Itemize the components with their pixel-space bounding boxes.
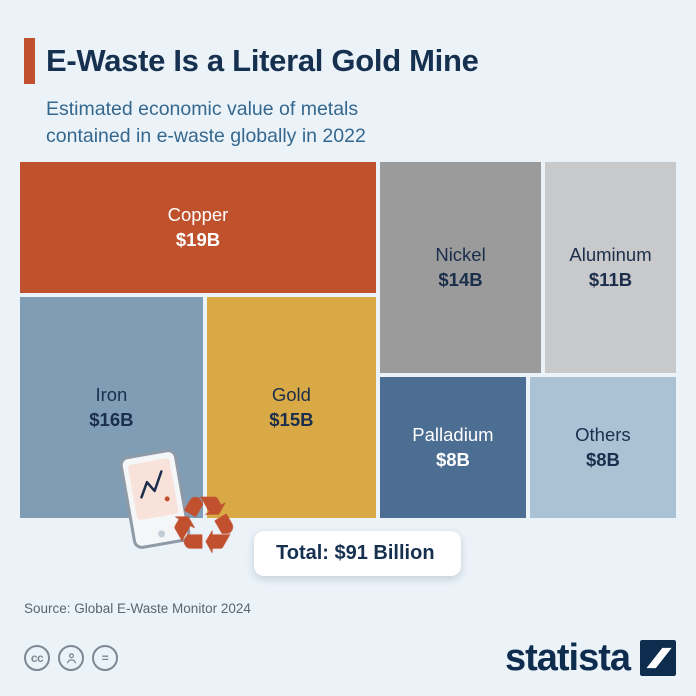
header: E-Waste Is a Literal Gold Mine Estimated…	[24, 38, 672, 150]
tile-label: Iron	[95, 384, 128, 405]
tile-label: Aluminum	[569, 243, 652, 265]
tablet-home-button	[157, 529, 166, 539]
recycle-icon: ♻	[168, 481, 240, 570]
tile-value: $16B	[89, 409, 134, 430]
equal-icon[interactable]: =	[92, 645, 118, 671]
treemap-tile-copper: Copper $19B	[18, 160, 379, 295]
source-note: Source: Global E-Waste Monitor 2024	[24, 601, 251, 616]
statista-logo[interactable]: statista	[505, 639, 676, 677]
tile-value: $8B	[585, 448, 620, 470]
tile-value: $8B	[435, 448, 470, 470]
statista-logo-mark	[640, 640, 676, 676]
tile-value: $11B	[588, 268, 633, 290]
page-title: E-Waste Is a Literal Gold Mine	[46, 43, 479, 78]
treemap-tile-iron: Iron $16B	[18, 295, 205, 520]
person-icon	[66, 652, 76, 663]
tile-value: $15B	[269, 409, 314, 430]
tile-value: $19B	[175, 229, 221, 250]
tile-label: Palladium	[412, 423, 494, 445]
tablet-illustration	[118, 447, 192, 551]
license-icons: cc =	[24, 645, 118, 671]
tile-label: Others	[575, 423, 631, 445]
accent-bar	[24, 38, 35, 84]
attribution-icon[interactable]	[58, 645, 84, 671]
chart-subtitle: Estimated economic value of metals conta…	[46, 96, 672, 150]
tablet-screen	[127, 457, 179, 521]
treemap-tile-gold: Gold $15B	[204, 295, 379, 520]
treemap-tile-palladium: Palladium $8B	[378, 374, 528, 520]
statista-wordmark: statista	[504, 637, 631, 679]
total-badge: Total: $91 Billion	[254, 531, 461, 576]
tile-label: Gold	[271, 384, 311, 405]
tile-label: Nickel	[435, 243, 486, 265]
treemap-tile-aluminum: Aluminum $11B	[543, 160, 678, 375]
treemap-chart: Copper $19B Nickel $14B Aluminum $11B Ir…	[18, 160, 678, 520]
treemap-tile-nickel: Nickel $14B	[378, 160, 544, 375]
tile-value: $14B	[438, 268, 483, 290]
tile-label: Copper	[167, 204, 229, 225]
footer-bar: cc = statista	[24, 636, 676, 680]
broken-screen-lines	[140, 470, 170, 502]
treemap-tile-others: Others $8B	[527, 374, 678, 520]
subtitle-line-2: contained in e-waste globally in 2022	[46, 125, 366, 147]
cc-icon[interactable]: cc	[24, 645, 50, 671]
subtitle-line-1: Estimated economic value of metals	[46, 98, 359, 120]
